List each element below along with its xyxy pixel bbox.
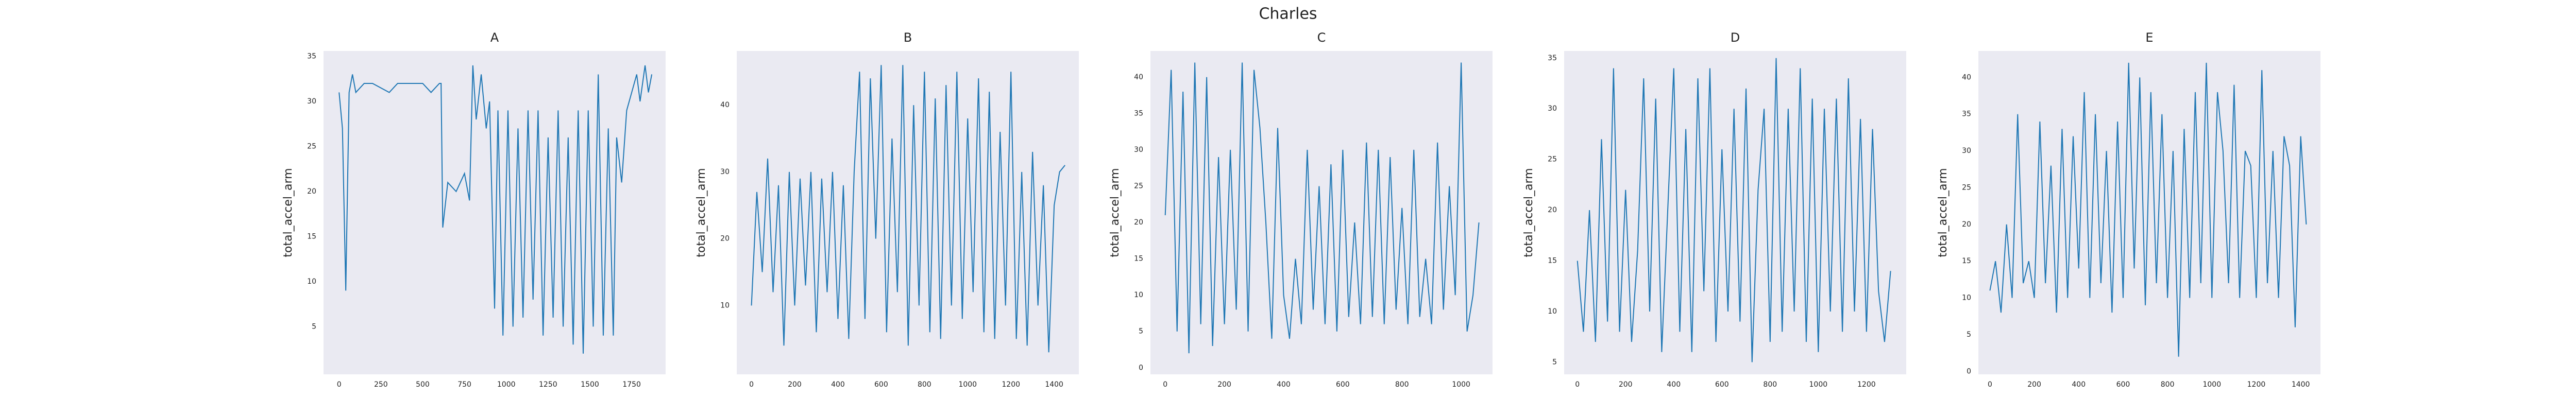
y-axis-label: total_accel_arm: [282, 168, 295, 257]
x-tick-label: 200: [1217, 381, 1231, 389]
x-tick-label: 600: [874, 381, 888, 389]
figure-title: Charles: [1259, 5, 1317, 23]
x-tick-label: 800: [918, 381, 931, 389]
y-tick-label: 20: [307, 187, 316, 196]
y-tick-label: 40: [1134, 73, 1143, 81]
x-tick-label: 1000: [497, 381, 516, 389]
y-tick-label: 10: [1134, 291, 1143, 299]
y-tick-label: 5: [1139, 327, 1143, 336]
x-tick-label: 1750: [622, 381, 641, 389]
x-tick-label: 750: [457, 381, 471, 389]
subplot-title: C: [1317, 30, 1326, 45]
x-tick-label: 1200: [1857, 381, 1876, 389]
x-tick-label: 200: [2027, 381, 2041, 389]
y-tick-label: 25: [1548, 156, 1557, 164]
plot-area: [324, 51, 666, 374]
subplot-title: B: [904, 30, 912, 45]
data-line: [1577, 58, 1891, 363]
y-axis-label: total_accel_arm: [1937, 168, 1950, 257]
x-tick-label: 1000: [958, 381, 977, 389]
y-tick-label: 30: [1548, 105, 1557, 113]
data-line: [1164, 62, 1480, 354]
x-tick-label: 1000: [1452, 381, 1470, 389]
y-tick-label: 30: [1134, 146, 1143, 154]
y-tick-label: 10: [307, 278, 316, 286]
y-tick-label: 30: [307, 97, 316, 106]
x-tick-label: 800: [2161, 381, 2175, 389]
x-tick-label: 0: [337, 381, 342, 389]
plot-area: [1150, 51, 1493, 374]
x-tick-label: 1500: [581, 381, 599, 389]
x-tick-label: 400: [831, 381, 845, 389]
x-tick-label: 0: [1988, 381, 1992, 389]
y-tick-label: 35: [307, 52, 316, 60]
x-tick-label: 250: [374, 381, 388, 389]
y-tick-label: 15: [307, 232, 316, 240]
y-tick-label: 40: [1962, 73, 1971, 81]
x-tick-label: 600: [1336, 381, 1350, 389]
y-tick-label: 0: [1139, 364, 1143, 372]
x-tick-label: 600: [2116, 381, 2130, 389]
subplot-title: E: [2145, 30, 2153, 45]
plot-area: [1564, 51, 1906, 374]
data-line: [751, 65, 1065, 353]
data-line: [1989, 62, 2307, 357]
y-tick-label: 30: [720, 168, 730, 176]
y-tick-label: 25: [307, 142, 316, 150]
y-tick-label: 35: [1962, 110, 1971, 118]
x-tick-label: 200: [1619, 381, 1633, 389]
x-tick-label: 1200: [1002, 381, 1020, 389]
x-tick-label: 1000: [2202, 381, 2221, 389]
y-axis-label: total_accel_arm: [1109, 168, 1122, 257]
y-tick-label: 15: [1134, 255, 1143, 263]
y-tick-label: 20: [720, 235, 730, 243]
y-tick-label: 20: [1962, 220, 1971, 229]
x-tick-label: 400: [1277, 381, 1291, 389]
subplot-title: D: [1731, 30, 1740, 45]
x-tick-label: 1400: [2292, 381, 2310, 389]
x-tick-label: 1250: [539, 381, 557, 389]
x-tick-label: 1000: [1809, 381, 1828, 389]
y-tick-label: 35: [1548, 54, 1557, 62]
x-tick-label: 500: [416, 381, 430, 389]
x-tick-label: 0: [749, 381, 754, 389]
x-tick-label: 1400: [1045, 381, 1063, 389]
y-tick-label: 5: [312, 322, 316, 331]
y-tick-label: 10: [1548, 307, 1557, 316]
y-tick-label: 5: [1552, 358, 1557, 366]
x-tick-label: 600: [1715, 381, 1729, 389]
x-tick-label: 200: [788, 381, 802, 389]
x-tick-label: 800: [1395, 381, 1409, 389]
x-tick-label: 400: [2072, 381, 2086, 389]
y-tick-label: 40: [720, 101, 730, 109]
y-tick-label: 15: [1548, 257, 1557, 265]
y-axis-label: total_accel_arm: [695, 168, 708, 257]
y-tick-label: 25: [1134, 182, 1143, 190]
x-tick-label: 0: [1575, 381, 1580, 389]
y-tick-label: 15: [1962, 257, 1971, 265]
y-tick-label: 20: [1134, 218, 1143, 227]
y-tick-label: 30: [1962, 147, 1971, 155]
plot-area: [1978, 51, 2320, 374]
y-axis-label: total_accel_arm: [1522, 168, 1535, 257]
data-line: [338, 65, 653, 354]
y-tick-label: 0: [1967, 367, 1971, 375]
x-tick-label: 0: [1163, 381, 1167, 389]
y-tick-label: 25: [1962, 183, 1971, 192]
y-tick-label: 35: [1134, 109, 1143, 117]
y-tick-label: 10: [1962, 294, 1971, 302]
x-tick-label: 800: [1763, 381, 1777, 389]
subplot-title: A: [490, 30, 499, 45]
y-tick-label: 5: [1967, 331, 1971, 339]
x-tick-label: 400: [1667, 381, 1681, 389]
y-tick-label: 20: [1548, 206, 1557, 214]
x-tick-label: 1200: [2247, 381, 2266, 389]
y-tick-label: 10: [720, 301, 730, 309]
